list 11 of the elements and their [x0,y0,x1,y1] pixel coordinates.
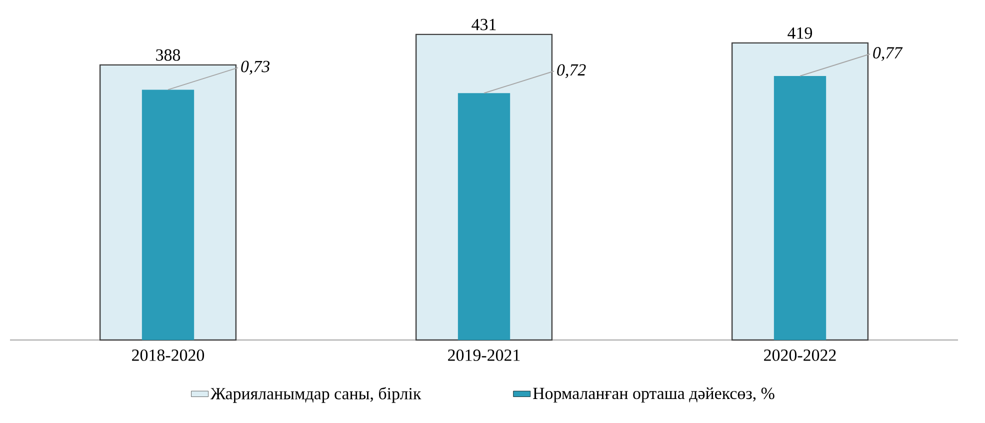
data-label: 431 [472,18,496,30]
legend-label: Жарияланымдар саны, бірлік [210,387,422,403]
data-label: 0,77 [873,47,903,61]
x-tick-label: 2020-2022 [764,349,836,361]
legend-label: Нормаланған орташа дәйексөз, % [533,387,774,403]
data-label: 419 [788,27,812,39]
data-label: 0,72 [557,64,586,78]
x-tick-label: 2019-2021 [448,349,520,361]
data-label: 388 [156,49,180,61]
x-tick-label: 2018-2020 [132,349,204,361]
data-label: 0,73 [241,60,270,75]
